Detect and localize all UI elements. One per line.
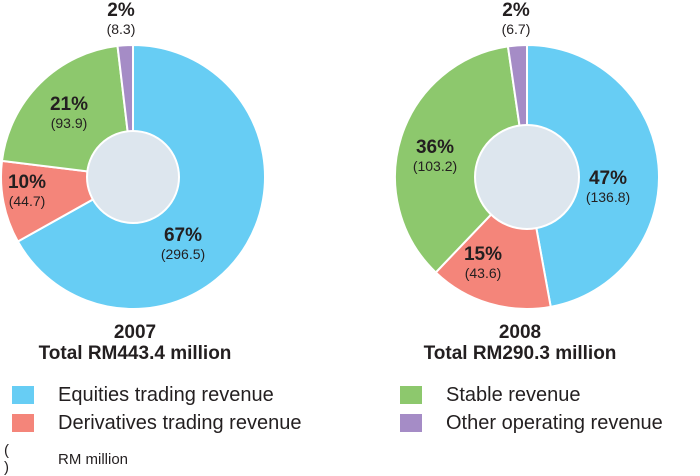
- pct-label-equities-2007: 67%: [164, 225, 202, 246]
- caption-2008: 2008 Total RM290.3 million: [370, 322, 670, 364]
- pct-label-derivatives-2008: 15%: [464, 244, 502, 265]
- chart-year-2008: 2008: [498, 322, 542, 343]
- legend-item-stable: Stable revenue: [400, 382, 581, 408]
- donut-chart-2007: 67%(296.5) 10%(44.7) 21%(93.9) 2%(8.3): [0, 0, 266, 310]
- legend-swatch-other: [400, 414, 422, 432]
- chart-total-2008: Total RM290.3 million: [423, 343, 617, 364]
- pct-label-other-2007: 2%: [107, 0, 135, 21]
- caption-2007: 2007 Total RM443.4 million: [0, 322, 285, 364]
- legend-item-equities: Equities trading revenue: [12, 382, 274, 408]
- chart-total-2007: Total RM443.4 million: [38, 343, 232, 364]
- donut-chart-2008: 47%(136.8) 15%(43.6) 36%(103.2) 2%(6.7): [394, 0, 660, 310]
- donut-hole-2008: [474, 124, 580, 230]
- value-label-other-2007: (8.3): [107, 21, 136, 37]
- value-label-equities-2007: (296.5): [161, 246, 205, 262]
- units-note: ( ) RM million: [4, 442, 128, 476]
- legend-item-other: Other operating revenue: [400, 410, 663, 436]
- legend-swatch-equities: [12, 386, 34, 404]
- value-label-stable-2007: (93.9): [51, 115, 88, 131]
- legend-label-equities: Equities trading revenue: [58, 383, 274, 406]
- value-label-stable-2008: (103.2): [413, 158, 457, 174]
- value-label-equities-2008: (136.8): [586, 189, 630, 205]
- value-label-derivatives-2007: (44.7): [9, 193, 46, 209]
- legend-item-derivatives: Derivatives trading revenue: [12, 410, 301, 436]
- chart-year-2007: 2007: [113, 322, 157, 343]
- legend-swatch-derivatives: [12, 414, 34, 432]
- pct-label-derivatives-2007: 10%: [8, 172, 46, 193]
- donut-hole-2007: [86, 130, 180, 224]
- value-label-derivatives-2008: (43.6): [465, 265, 502, 281]
- slice-stable-2008: [394, 45, 529, 274]
- pct-label-stable-2008: 36%: [416, 137, 454, 158]
- pct-label-equities-2008: 47%: [589, 168, 627, 189]
- slice-equities-2008: [526, 43, 660, 309]
- legend-label-other: Other operating revenue: [446, 411, 663, 434]
- legend-label-derivatives: Derivatives trading revenue: [58, 411, 302, 434]
- units-symbol: ( ): [4, 442, 25, 476]
- legend-swatch-stable: [400, 386, 422, 404]
- units-text: RM million: [58, 450, 129, 468]
- legend-label-stable: Stable revenue: [446, 383, 581, 406]
- pct-label-other-2008: 2%: [502, 0, 530, 21]
- value-label-other-2008: (6.7): [502, 21, 531, 37]
- pct-label-stable-2007: 21%: [50, 94, 88, 115]
